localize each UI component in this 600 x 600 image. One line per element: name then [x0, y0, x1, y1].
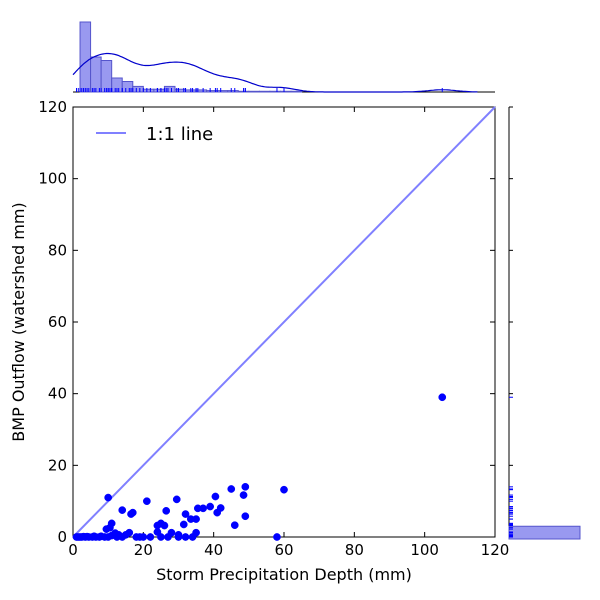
- x-tick-label: 20: [134, 541, 153, 559]
- x-hist-bar: [248, 90, 260, 93]
- x-tick-label: 80: [345, 541, 364, 559]
- data-point: [273, 533, 281, 541]
- y-tick-label: 40: [48, 385, 67, 403]
- y-tick-label: 120: [38, 98, 67, 116]
- data-point: [143, 497, 151, 506]
- data-point: [127, 510, 135, 518]
- legend-label: 1:1 line: [146, 124, 213, 145]
- x-tick-label: 40: [204, 541, 223, 559]
- x-hist-bar: [227, 90, 239, 93]
- data-point: [181, 510, 190, 518]
- data-point: [188, 533, 197, 541]
- y-tick-label: 20: [48, 456, 67, 474]
- y-marginal-histogram: [508, 106, 581, 540]
- data-point: [211, 492, 220, 501]
- data-point: [438, 393, 447, 402]
- x-hist-bar: [216, 90, 229, 93]
- x-hist-bar: [258, 90, 271, 93]
- data-point: [172, 495, 181, 504]
- data-point: [280, 485, 288, 494]
- data-point: [157, 533, 165, 541]
- x-marginal-histogram: [72, 21, 495, 93]
- x-hist-bar: [279, 90, 292, 93]
- x-hist-bar: [142, 88, 155, 93]
- data-point: [164, 533, 172, 541]
- x-kde-curve: [72, 52, 478, 93]
- data-point: [199, 504, 207, 513]
- x-axis-label: Storm Precipitation Depth (mm): [156, 565, 412, 584]
- x-hist-bar: [79, 21, 92, 93]
- x-tick-label: 100: [410, 541, 439, 559]
- x-tick-label: 120: [481, 541, 510, 559]
- data-point: [241, 482, 250, 491]
- y-axis-label: BMP Outflow (watershed mm): [9, 202, 28, 441]
- x-hist-bar: [269, 90, 281, 93]
- data-point: [162, 506, 171, 515]
- data-point: [102, 525, 111, 533]
- data-point: [206, 502, 214, 511]
- x-hist-bar: [100, 60, 113, 93]
- data-point: [174, 533, 183, 541]
- data-point: [216, 504, 225, 512]
- y-tick-label: 0: [57, 528, 67, 546]
- y-tick-label: 80: [48, 241, 67, 259]
- data-point: [239, 491, 248, 499]
- x-hist-bar: [153, 88, 165, 93]
- data-point: [227, 485, 236, 493]
- y-hist-bar: [508, 525, 581, 540]
- x-hist-bar: [90, 56, 102, 93]
- data-point: [118, 533, 127, 541]
- y-tick-label: 100: [38, 170, 67, 188]
- x-hist-bar: [290, 90, 303, 93]
- data-point: [192, 515, 200, 523]
- y-tick-label: 60: [48, 313, 67, 331]
- data-point: [139, 533, 148, 541]
- data-point: [241, 512, 250, 521]
- data-point: [179, 520, 188, 529]
- data-point: [118, 506, 127, 514]
- data-point: [146, 533, 155, 541]
- x-hist-bar: [132, 85, 144, 93]
- data-point: [153, 521, 162, 530]
- x-tick-label: 0: [68, 541, 78, 559]
- data-point: [230, 521, 239, 530]
- main-plot-area: 0 20 40 60 80 100 120 0 20 40 60 80 100 120 1:1 line: [38, 98, 509, 559]
- one-to-one-line: [72, 106, 496, 538]
- x-tick-label: 60: [274, 541, 293, 559]
- data-point: [181, 533, 190, 541]
- data-point: [104, 493, 113, 502]
- data-point: [104, 533, 113, 541]
- data-point: [160, 521, 169, 530]
